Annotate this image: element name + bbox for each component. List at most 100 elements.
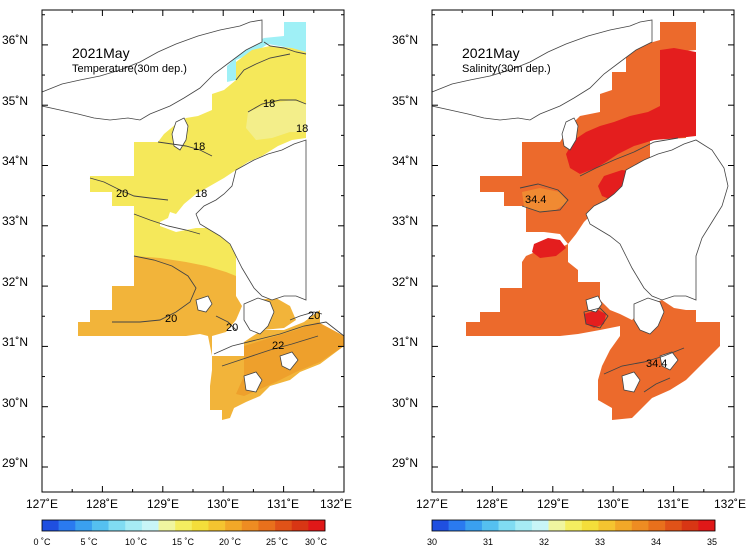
- salinity-colorbar: [431, 519, 716, 532]
- lat-label: 36˚N: [2, 33, 28, 47]
- colorbar-label: 15 ˚C: [172, 537, 195, 547]
- colorbar-label: 5 ˚C: [80, 537, 98, 547]
- temperature-contour-labels: 18 18 18 18 20 20 20 20 22: [116, 98, 320, 352]
- temperature-main-region: [90, 46, 306, 222]
- lon-label: 128˚E: [86, 497, 118, 511]
- colorbar-cell: [191, 520, 209, 531]
- kyushu-island: [585, 139, 729, 301]
- colorbar-cell: [91, 520, 109, 531]
- contour-label: 20: [308, 310, 320, 322]
- lat-label: 31˚N: [2, 335, 28, 349]
- colorbar-cell: [75, 520, 93, 531]
- colorbar-label: 30 ˚C: [305, 537, 328, 547]
- salinity-longitude-labels: 127˚E 128˚E 129˚E 130˚E 131˚E 132˚E: [416, 497, 746, 511]
- salinity-colorbar-labels: 30 31 32 33 34 35: [427, 537, 717, 547]
- colorbar-cell: [141, 520, 159, 531]
- korea-coast: [431, 19, 653, 121]
- lat-label: 31˚N: [392, 335, 418, 349]
- lon-label: 130˚E: [597, 497, 629, 511]
- lon-label: 127˚E: [26, 497, 58, 511]
- contour-label: 18: [193, 141, 205, 153]
- colorbar-label: 31: [483, 537, 493, 547]
- lat-label: 36˚N: [392, 33, 418, 47]
- temperature-colorbar: [41, 519, 326, 532]
- temperature-map: 18 18 18 18 20 20 20 20 22 2021May Tempe…: [2, 9, 352, 547]
- lon-label: 131˚E: [267, 497, 299, 511]
- salinity-contour-labels: 34.4 34.4: [525, 194, 667, 370]
- colorbar-cell: [598, 520, 616, 531]
- colorbar-cell: [108, 520, 126, 531]
- salinity-high-region: [566, 48, 696, 174]
- colorbar-cell: [448, 520, 466, 531]
- colorbar-cell: [481, 520, 499, 531]
- colorbar-cell: [308, 520, 326, 531]
- lon-label: 132˚E: [320, 497, 352, 511]
- tanegashima-island: [243, 371, 263, 393]
- salinity-map: 34.4 34.4 2021May Salinity(30m dep.) 29˚…: [392, 9, 746, 547]
- colorbar-cell: [42, 520, 59, 531]
- colorbar-cell: [681, 520, 699, 531]
- colorbar-label: 0 ˚C: [33, 537, 51, 547]
- lon-label: 130˚E: [207, 497, 239, 511]
- lon-label: 129˚E: [537, 497, 569, 511]
- colorbar-cell: [631, 520, 649, 531]
- colorbar-cell: [432, 520, 449, 531]
- colorbar-cell: [698, 520, 716, 531]
- salinity-high-west: [532, 238, 566, 258]
- contour-label: 18: [195, 188, 207, 200]
- korea-coast: [41, 19, 263, 121]
- goto-island: [195, 295, 213, 313]
- kyushu-south: [243, 297, 275, 335]
- colorbar-cell: [548, 520, 566, 531]
- salinity-subtitle: Salinity(30m dep.): [462, 63, 551, 75]
- colorbar-cell: [275, 520, 293, 531]
- lat-label: 34˚N: [2, 154, 28, 168]
- kyushu-south: [633, 297, 665, 335]
- colorbar-cell: [125, 520, 143, 531]
- colorbar-cell: [498, 520, 516, 531]
- colorbar-cell: [531, 520, 549, 531]
- tsushima-island: [171, 117, 189, 151]
- temperature-land: [41, 19, 307, 393]
- temperature-subtitle: Temperature(30m dep.): [72, 63, 187, 75]
- salinity-land: [431, 19, 729, 393]
- lat-label: 32˚N: [2, 275, 28, 289]
- colorbar-cell: [175, 520, 193, 531]
- colorbar-cell: [648, 520, 666, 531]
- colorbar-label: 20 ˚C: [219, 537, 242, 547]
- tsushima-island: [561, 117, 579, 151]
- colorbar-cell: [581, 520, 599, 531]
- colorbar-cell: [565, 520, 583, 531]
- lon-label: 132˚E: [714, 497, 746, 511]
- colorbar-label: 33: [595, 537, 605, 547]
- yakushima-island: [659, 351, 679, 371]
- temperature-latitude-labels: 29˚N 30˚N 31˚N 32˚N 33˚N 34˚N 35˚N 36˚N: [2, 33, 28, 470]
- kyushu-island: [195, 139, 307, 301]
- temperature-colorbar-labels: 0 ˚C 5 ˚C 10 ˚C 15 ˚C 20 ˚C 25 ˚C 30 ˚C: [33, 537, 327, 547]
- colorbar-cell: [665, 520, 683, 531]
- colorbar-cell: [515, 520, 533, 531]
- colorbar-cell: [258, 520, 276, 531]
- temperature-longitude-labels: 127˚E 128˚E 129˚E 130˚E 131˚E 132˚E: [26, 497, 352, 511]
- colorbar-cell: [241, 520, 259, 531]
- contour-label: 34.4: [646, 358, 667, 370]
- temperature-cold-region: [227, 22, 306, 82]
- lat-label: 30˚N: [2, 396, 28, 410]
- colorbar-frame: [431, 519, 716, 532]
- colorbar-frame: [41, 519, 326, 532]
- colorbar-label: 30: [427, 537, 437, 547]
- colorbar-cell: [208, 520, 226, 531]
- salinity-latitude-labels: 29˚N 30˚N 31˚N 32˚N 33˚N 34˚N 35˚N 36˚N: [392, 33, 418, 470]
- colorbar-cell: [158, 520, 176, 531]
- salinity-low-patch: [522, 188, 568, 212]
- temperature-contours: [89, 41, 345, 367]
- salinity-title: 2021May: [462, 45, 520, 61]
- lat-label: 33˚N: [2, 214, 28, 228]
- salinity-high-patch: [584, 310, 606, 328]
- colorbar-label: 32: [539, 537, 549, 547]
- contour-label: 22: [272, 340, 284, 352]
- colorbar-cell: [615, 520, 633, 531]
- colorbar-label: 35: [707, 537, 717, 547]
